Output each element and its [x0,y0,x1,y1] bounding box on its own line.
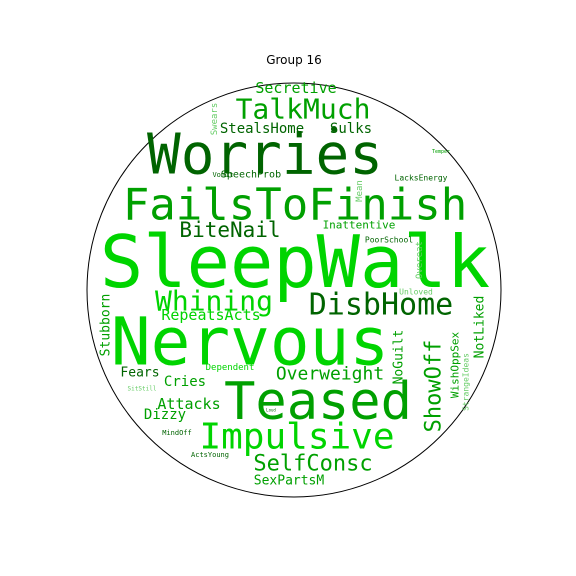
word-steals-home: StealsHome [220,121,304,137]
cloud-boundary [86,82,502,498]
word-repeats-acts: RepeatsActs [161,306,260,324]
word-lacks-energy: LacksEnergy [395,174,448,183]
word-secretive: Secretive [255,79,336,97]
word-loud: Loud [266,408,276,413]
word-dizzy: Dizzy [144,407,186,423]
chart-title: Group 16 [266,53,322,67]
word-cries: Cries [164,374,206,390]
word-fears: Fears [120,366,159,381]
word-swears: Swears [210,103,220,136]
word-strange-ideas: StrangeIdeas [462,353,471,411]
word-acts-young: ActsYoung [191,451,229,459]
word-disb-home: DisbHome [309,288,454,323]
word-mind-off: MindOff [162,429,192,437]
word-no-guilt: NoGuilt [392,330,407,385]
word-not-liked: NotLiked [473,296,488,359]
word-stubborn: Stubborn [99,294,114,357]
word-inattentive: Inattentive [323,219,396,232]
word-unloved: Unloved [399,288,433,297]
word-vomit: Vomit [212,171,233,179]
word-whining: Whining [155,285,273,318]
word-impulsive: Impulsive [199,417,394,458]
word-speech-prob: SpeechProb [221,170,281,181]
word-teased: Teased [224,372,412,432]
word-temper: Temper [432,149,450,155]
word-attacks: Attacks [157,395,220,413]
word-sulks: Sulks [330,121,372,137]
word-talk-much: TalkMuch [236,93,371,126]
word-overeat: Overeat [415,241,425,279]
word-nervous: Nervous [111,304,389,381]
word-poor-school: PoorSchool [365,236,413,245]
word-show-off: ShowOff [422,340,447,433]
word-wish-opp-sex: WishOppSex [449,332,462,399]
word-sex-parts-m: SexPartsM [254,474,325,489]
word-mean: Mean [355,180,365,202]
word-sleep-walk: SleepWalk [100,220,490,304]
word-bite-nail: BiteNail [179,218,280,242]
word-fails-to-finish: FailsToFinish [123,180,467,231]
word-dependent: Dependent [206,363,255,373]
word-worries: Worries [147,123,383,188]
word-sit-still: SitStill [128,386,157,393]
word-overweight: Overweight [276,364,384,385]
word-self-consc: SelfConsc [253,452,372,477]
sulks-bullet [331,126,337,132]
